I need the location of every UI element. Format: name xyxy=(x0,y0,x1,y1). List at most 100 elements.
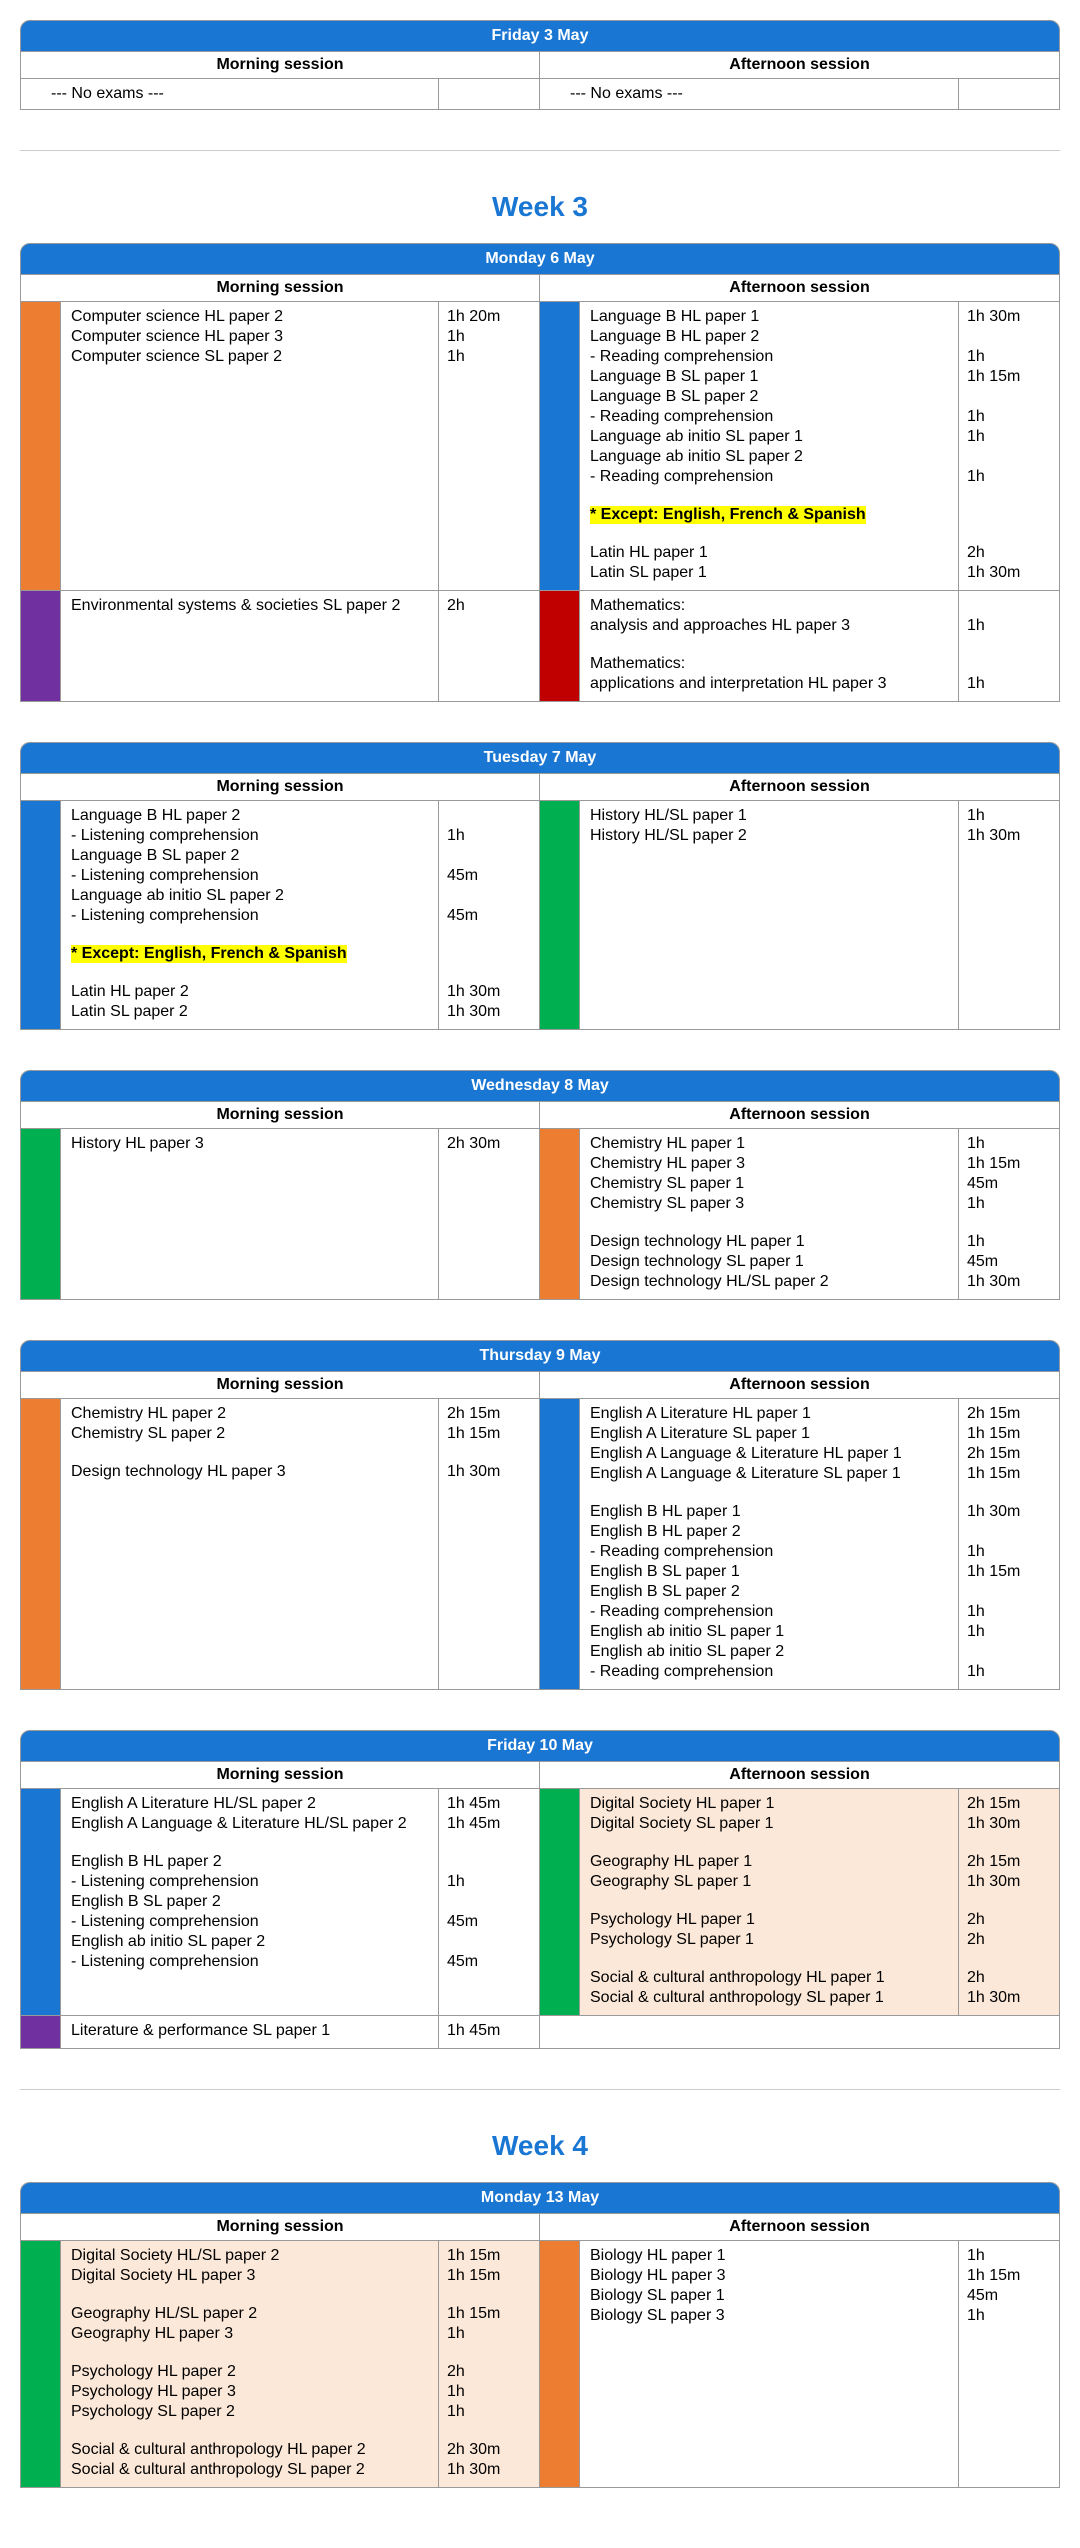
exam-name: - Listening comprehension xyxy=(71,867,428,885)
exam-name: - Reading comprehension xyxy=(590,1543,948,1561)
exam-line: * Except: English, French & Spanish xyxy=(71,945,428,963)
duration-line: 45m xyxy=(967,1253,1051,1271)
exam-name: Mathematics: xyxy=(590,655,948,673)
rows: English A Literature HL/SL paper 2Englis… xyxy=(20,1789,1060,2049)
day-date: Thursday 9 May xyxy=(20,1340,1060,1372)
morning-label: Morning session xyxy=(21,2214,540,2240)
exam-line: English A Language & Literature HL paper… xyxy=(590,1445,948,1463)
exam-name: applications and interpretation HL paper… xyxy=(590,675,948,693)
afternoon-session: Biology HL paper 1Biology HL paper 3Biol… xyxy=(540,2241,1059,2487)
exam-line: Language ab initio SL paper 2 xyxy=(590,448,948,466)
duration-line xyxy=(967,597,1051,615)
exam-name: Latin SL paper 2 xyxy=(71,1003,428,1021)
duration-line: 2h 15m xyxy=(967,1853,1051,1871)
exam-name: Chemistry HL paper 3 xyxy=(590,1155,948,1173)
sessions-header: Morning sessionAfternoon session xyxy=(20,1372,1060,1399)
duration-line xyxy=(447,847,531,865)
duration-line: 1h 45m xyxy=(447,2022,531,2040)
duration-line: 1h xyxy=(447,1873,531,1891)
exam-line: - Listening comprehension xyxy=(71,867,428,885)
day-date: Friday 10 May xyxy=(20,1730,1060,1762)
duration-line: 1h 30m xyxy=(967,827,1051,845)
session-duration: 1h1h 15m45m1h xyxy=(959,2241,1059,2487)
morning-label: Morning session xyxy=(21,275,540,301)
session-row: Environmental systems & societies SL pap… xyxy=(21,591,1059,701)
morning-session: Environmental systems & societies SL pap… xyxy=(21,591,540,701)
duration-line: 1h xyxy=(967,348,1051,366)
exam-line: applications and interpretation HL paper… xyxy=(590,675,948,693)
exam-name: analysis and approaches HL paper 3 xyxy=(590,617,948,635)
exam-name: Geography HL paper 3 xyxy=(71,2325,428,2343)
duration-line: 1h 30m xyxy=(447,1003,531,1021)
duration-line: 1h xyxy=(967,2307,1051,2325)
duration-line: 2h 30m xyxy=(447,2441,531,2459)
exam-name: Latin HL paper 2 xyxy=(71,983,428,1001)
morning-session: English A Literature HL/SL paper 2Englis… xyxy=(21,1789,540,2015)
exam-line: English B HL paper 2 xyxy=(590,1523,948,1541)
exam-name: Chemistry SL paper 3 xyxy=(590,1195,948,1213)
exam-name: Digital Society HL paper 1 xyxy=(590,1795,948,1813)
exam-line: - Reading comprehension xyxy=(590,408,948,426)
session-duration: 2h 15m1h 15m1h 30m xyxy=(439,1399,539,1689)
afternoon-label: Afternoon session xyxy=(540,52,1059,78)
session-duration: 1h 15m1h 15m1h 15m1h2h1h1h2h 30m1h 30m xyxy=(439,2241,539,2487)
exam-line: Biology SL paper 1 xyxy=(590,2287,948,2305)
duration-line xyxy=(967,1643,1051,1661)
exam-name: Psychology HL paper 1 xyxy=(590,1911,948,1929)
session-content: Biology HL paper 1Biology HL paper 3Biol… xyxy=(580,2241,959,2487)
exam-name: English B SL paper 1 xyxy=(590,1563,948,1581)
session-content: Mathematics: analysis and approaches HL p… xyxy=(580,591,959,701)
exam-line: Geography HL paper 1 xyxy=(590,1853,948,1871)
duration-line: 1h xyxy=(967,1135,1051,1153)
morning-session: Computer science HL paper 2Computer scie… xyxy=(21,302,540,590)
exam-line: - Listening comprehension xyxy=(71,1913,428,1931)
no-exam-text: --- No exams --- xyxy=(540,79,959,109)
exam-line: Mathematics: xyxy=(590,655,948,673)
exam-name: Psychology SL paper 1 xyxy=(590,1931,948,1949)
morning-session: History HL paper 32h 30m xyxy=(21,1129,540,1299)
duration-line: 1h 15m xyxy=(967,2267,1051,2285)
exam-name: - Reading comprehension xyxy=(590,1663,948,1681)
exam-name: - Reading comprehension xyxy=(590,348,948,366)
exam-line: English ab initio SL paper 1 xyxy=(590,1623,948,1641)
color-bar xyxy=(21,2241,61,2487)
morning-label: Morning session xyxy=(21,1762,540,1788)
duration-line: 1h xyxy=(967,617,1051,635)
exam-line: Digital Society HL paper 3 xyxy=(71,2267,428,2285)
session-row: Chemistry HL paper 2Chemistry SL paper 2… xyxy=(21,1399,1059,1689)
duration-line: 1h xyxy=(967,1603,1051,1621)
exam-name: Psychology HL paper 2 xyxy=(71,2363,428,2381)
color-bar xyxy=(21,801,61,1029)
day-block: Thursday 9 MayMorning sessionAfternoon s… xyxy=(20,1340,1060,1690)
duration-line: 2h xyxy=(967,1931,1051,1949)
duration-line: 1h 30m xyxy=(967,564,1051,582)
session-duration: 1h 1h xyxy=(959,591,1059,701)
exam-line: Chemistry SL paper 1 xyxy=(590,1175,948,1193)
exam-line: Digital Society HL/SL paper 2 xyxy=(71,2247,428,2265)
exam-line: Psychology SL paper 2 xyxy=(71,2403,428,2421)
exam-line: Literature & performance SL paper 1 xyxy=(71,2022,428,2040)
exam-line: - Listening comprehension xyxy=(71,907,428,925)
exam-line: Language B SL paper 2 xyxy=(71,847,428,865)
exam-name: English A Language & Literature HL/SL pa… xyxy=(71,1815,428,1833)
exam-line: Mathematics: xyxy=(590,597,948,615)
duration-line: 1h xyxy=(967,428,1051,446)
exam-name: Environmental systems & societies SL pap… xyxy=(71,597,428,615)
duration-line: 45m xyxy=(447,1953,531,1971)
duration-line: 1h xyxy=(447,348,531,366)
duration-line xyxy=(447,1893,531,1911)
duration-line: 45m xyxy=(967,2287,1051,2305)
exam-name: Latin HL paper 1 xyxy=(590,544,948,562)
exam-line: English B HL paper 1 xyxy=(590,1503,948,1521)
exam-line: English A Literature SL paper 1 xyxy=(590,1425,948,1443)
duration-line: 1h 15m xyxy=(447,2267,531,2285)
session-duration: 2h 30m xyxy=(439,1129,539,1299)
exam-line: Digital Society HL paper 1 xyxy=(590,1795,948,1813)
duration-line: 1h xyxy=(967,1195,1051,1213)
morning-label: Morning session xyxy=(21,1372,540,1398)
session-row: Literature & performance SL paper 1 1h 45… xyxy=(21,2016,1059,2048)
session-duration: 1h 30m 1h1h 15m 1h1h 1h 2h1h 30m xyxy=(959,302,1059,590)
exam-line: - Listening comprehension xyxy=(71,827,428,845)
afternoon-label: Afternoon session xyxy=(540,275,1059,301)
duration-line: 2h 15m xyxy=(447,1405,531,1423)
